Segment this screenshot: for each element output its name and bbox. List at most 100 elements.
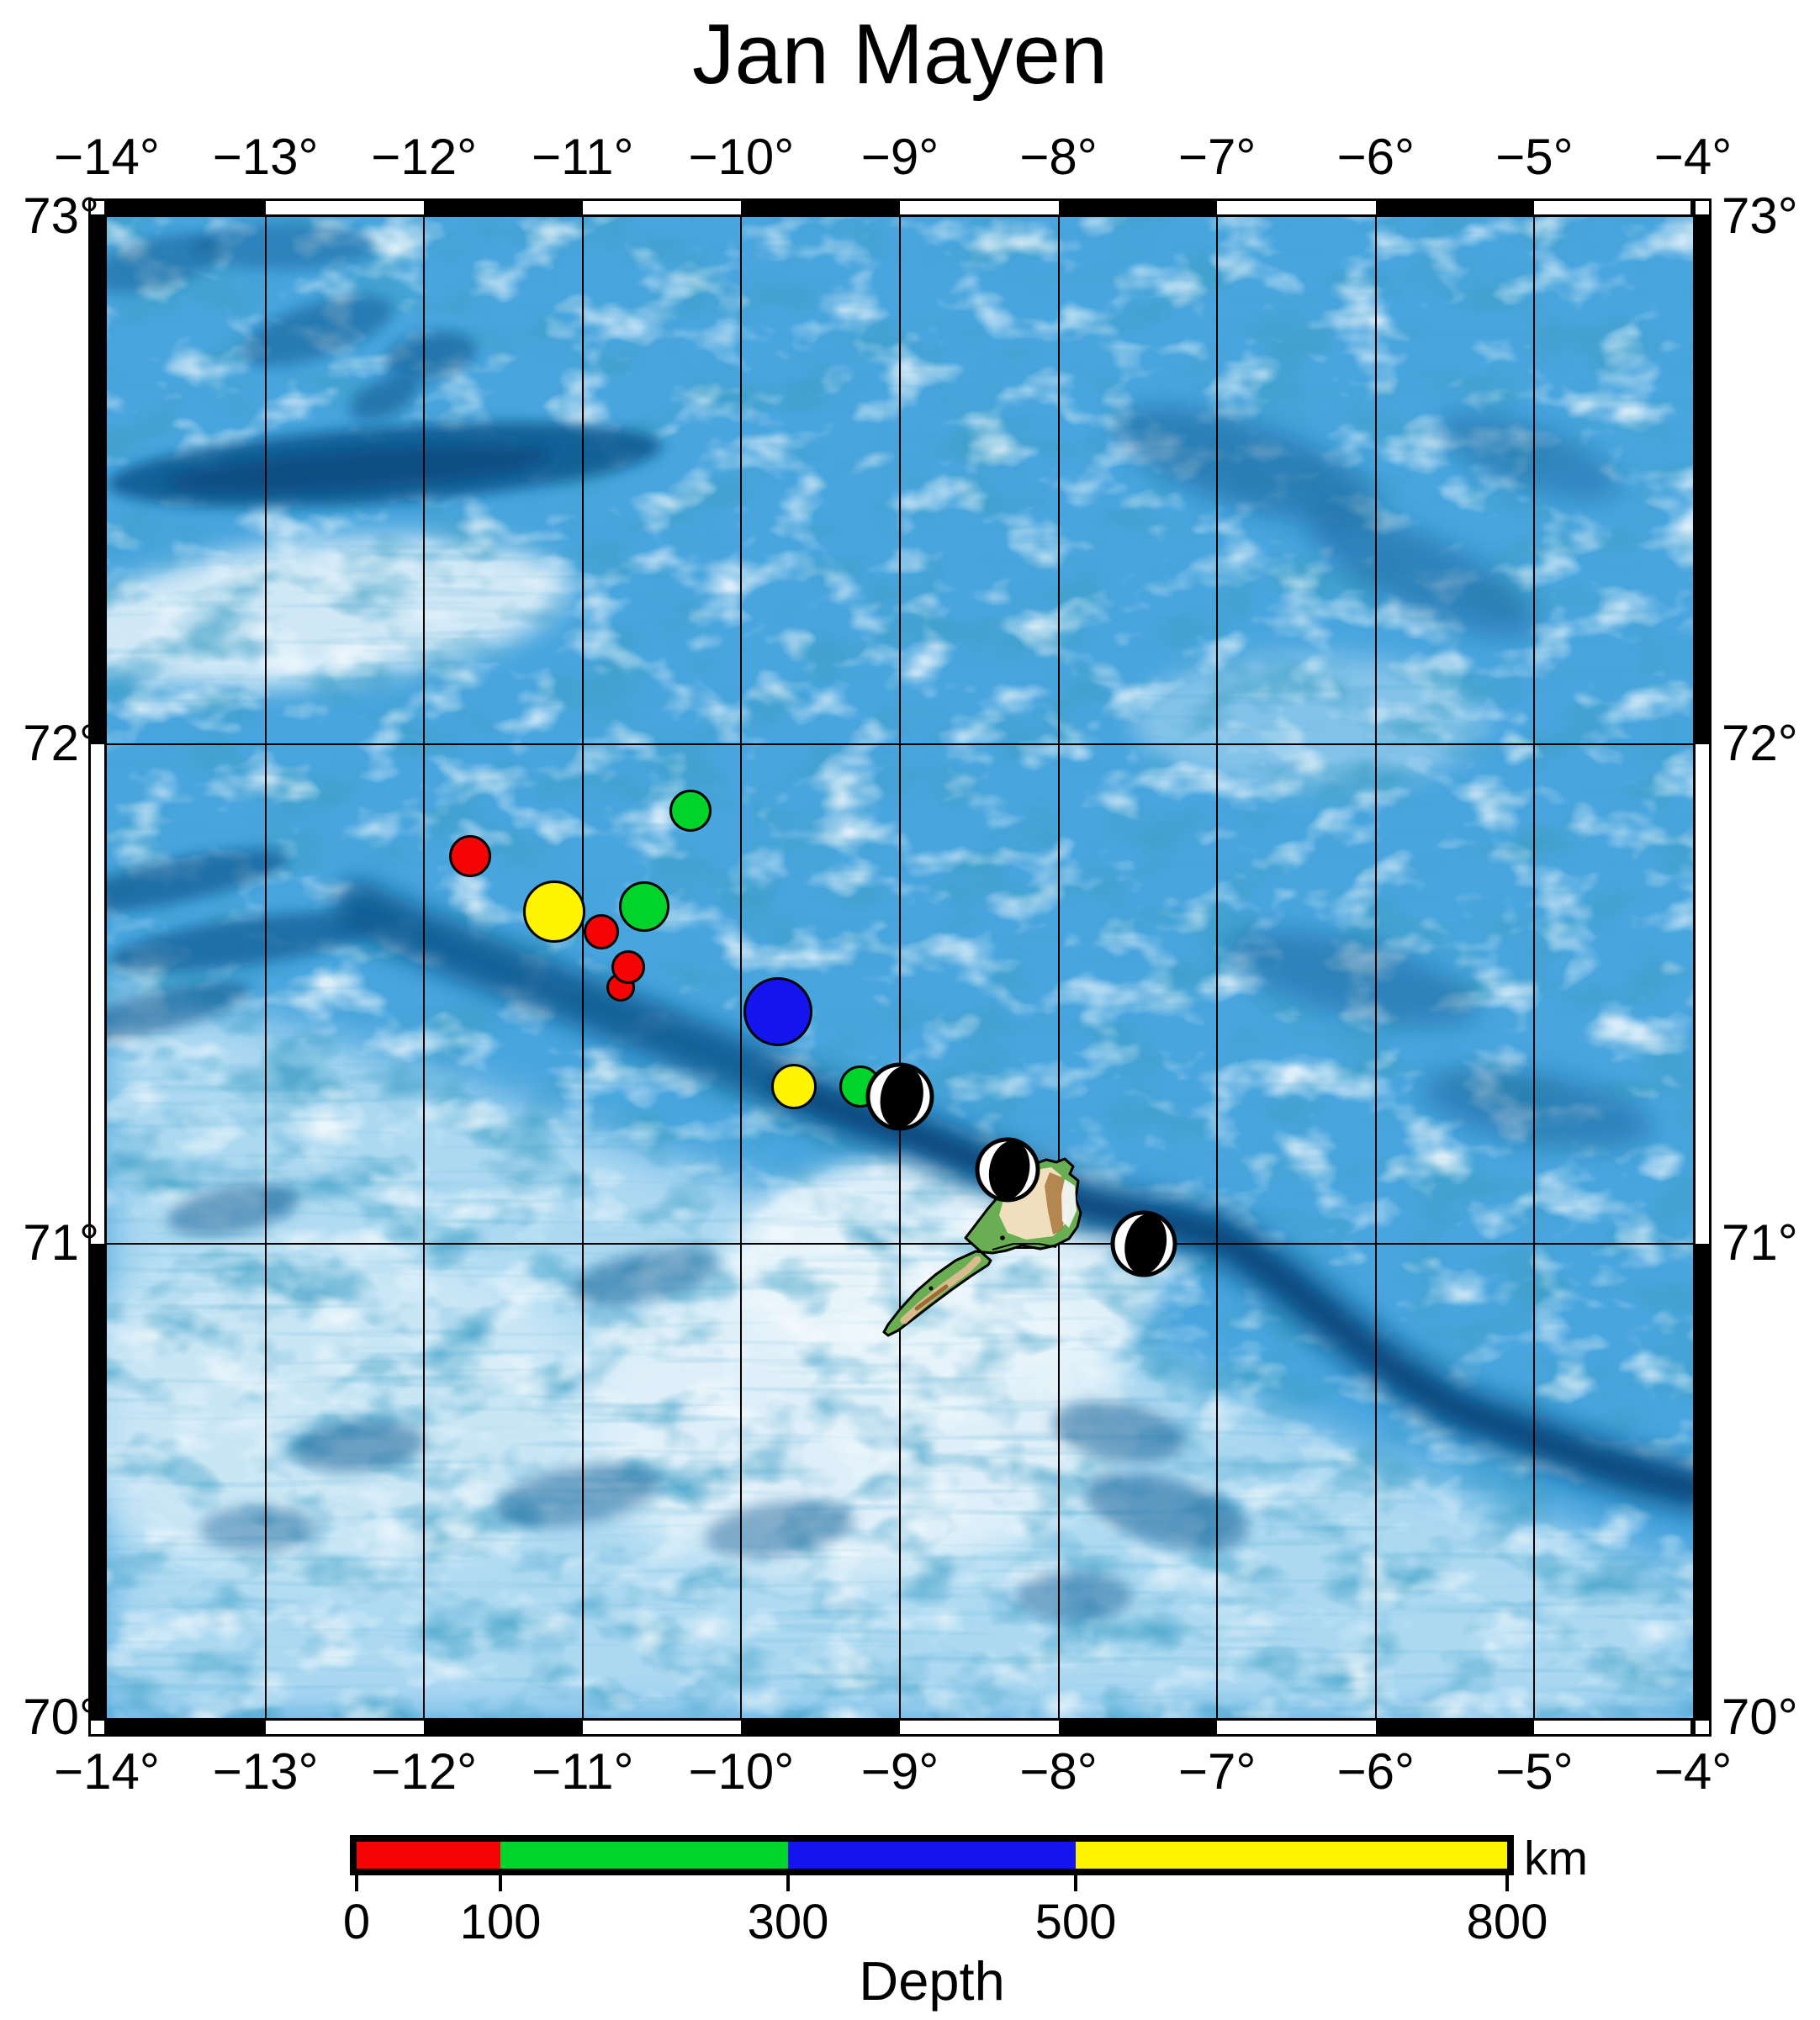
island-dot — [929, 1286, 934, 1291]
frame-band-segment — [107, 198, 266, 217]
lat-tick-label-right: 70° — [1722, 1689, 1798, 1745]
lon-tick-label-top: −4° — [1653, 129, 1733, 185]
frame-band-segment — [582, 198, 742, 217]
island-lagoon-outline-2 — [997, 1247, 1033, 1253]
frame-band-segment — [1693, 1243, 1712, 1718]
colorbar-segment — [357, 1842, 500, 1869]
frame-band-segment — [88, 743, 107, 1244]
frame-band-segment — [265, 1718, 425, 1737]
lon-tick-label-top: −7° — [1177, 129, 1257, 185]
frame-band-segment — [741, 198, 900, 217]
frame-band-segment — [1375, 1718, 1535, 1737]
frame-corner — [1693, 198, 1712, 217]
graticule-meridian — [423, 217, 426, 1718]
frame-band-segment — [1534, 198, 1693, 217]
colorbar-tick — [1074, 1875, 1077, 1891]
island-glacier — [1061, 1179, 1077, 1228]
lon-tick-label-top: −8° — [1019, 129, 1098, 185]
island-dot — [1000, 1235, 1005, 1240]
lon-tick-label-bottom: −7° — [1177, 1743, 1257, 1800]
frame-band-segment — [107, 1718, 266, 1737]
earthquake-epicenter — [743, 977, 812, 1047]
colorbar-tick-label: 300 — [747, 1895, 829, 1949]
lat-tick-label-left: 72° — [23, 714, 99, 771]
island-tail-brown — [914, 1284, 949, 1311]
graticule-meridian — [264, 217, 267, 1718]
earthquake-epicenter — [611, 949, 646, 984]
earthquake-epicenter — [522, 880, 585, 944]
lon-tick-label-top: −13° — [212, 129, 319, 185]
frame-band — [107, 198, 1693, 217]
frame-band-segment — [424, 198, 583, 217]
focal-mechanism-beachball — [1110, 1210, 1177, 1277]
frame-band-segment — [1217, 1718, 1376, 1737]
colorbar-tick — [786, 1875, 790, 1891]
frame-corner — [88, 1718, 107, 1737]
frame-band-segment — [1058, 198, 1218, 217]
frame-band — [88, 217, 107, 1718]
lon-tick-label-bottom: −6° — [1336, 1743, 1415, 1800]
lat-tick-label-right: 72° — [1722, 714, 1798, 771]
colorbar-tick — [1505, 1875, 1509, 1891]
lon-tick-label-top: −11° — [532, 129, 634, 185]
colorbar-tick-label: 800 — [1466, 1895, 1548, 1949]
colorbar-tick-label: 0 — [342, 1895, 371, 1949]
frame-band-segment — [899, 1718, 1059, 1737]
colorbar-segment — [1076, 1842, 1507, 1869]
frame-band-segment — [424, 1718, 583, 1737]
lat-tick-label-left: 70° — [23, 1689, 99, 1745]
colorbar-segment — [788, 1842, 1076, 1869]
lon-tick-label-top: −14° — [54, 129, 160, 185]
graticule — [107, 217, 1693, 1718]
depth-colorbar — [350, 1835, 1514, 1875]
colorbar-caption: Depth — [859, 1950, 1005, 2012]
frame-band — [107, 1718, 1693, 1737]
colorbar-segment — [500, 1842, 788, 1869]
frame-band-segment — [1693, 743, 1712, 1244]
graticule-parallel — [107, 1242, 1693, 1245]
lon-tick-label-bottom: −12° — [371, 1743, 478, 1800]
colorbar-tick-label: 500 — [1034, 1895, 1117, 1949]
frame-band-segment — [741, 1718, 900, 1737]
graticule-meridian — [740, 217, 743, 1718]
lon-tick-label-bottom: −8° — [1019, 1743, 1098, 1800]
frame-band-segment — [88, 217, 107, 744]
lon-tick-label-top: −6° — [1336, 129, 1415, 185]
frame-band-segment — [1217, 198, 1376, 217]
lon-tick-label-bottom: −4° — [1653, 1743, 1733, 1800]
lon-tick-label-bottom: −5° — [1495, 1743, 1574, 1800]
frame-band-segment — [1375, 198, 1535, 217]
lon-tick-label-bottom: −9° — [860, 1743, 939, 1800]
lat-tick-label-right: 71° — [1722, 1214, 1798, 1271]
map-canvas — [107, 217, 1693, 1718]
earthquake-epicenter — [584, 914, 620, 949]
lat-tick-label-right: 73° — [1722, 188, 1798, 244]
graticule-parallel — [107, 743, 1693, 745]
lon-tick-label-bottom: −11° — [532, 1743, 634, 1800]
graticule-meridian — [581, 217, 584, 1718]
lon-tick-label-top: −9° — [860, 129, 939, 185]
lon-tick-label-top: −5° — [1495, 129, 1574, 185]
lon-tick-label-bottom: −10° — [688, 1743, 795, 1800]
frame-band-segment — [88, 1243, 107, 1718]
colorbar-unit-label: km — [1524, 1832, 1588, 1885]
lon-tick-label-top: −12° — [371, 129, 478, 185]
focal-mechanism-beachball — [975, 1137, 1040, 1203]
frame-band-segment — [1534, 1718, 1693, 1737]
graticule-meridian — [1216, 217, 1219, 1718]
focal-mechanism-markers — [107, 217, 1693, 1718]
frame-band-segment — [1058, 1718, 1218, 1737]
lat-tick-label-left: 73° — [23, 188, 99, 244]
frame-band-segment — [265, 198, 425, 217]
frame-corner — [1693, 1718, 1712, 1737]
earthquake-epicenter — [619, 881, 670, 933]
colorbar-tick — [499, 1875, 502, 1891]
earthquake-epicenter — [770, 1063, 817, 1109]
map-title: Jan Mayen — [691, 8, 1108, 102]
colorbar-tick-label: 100 — [459, 1895, 542, 1949]
lon-tick-label-bottom: −13° — [212, 1743, 319, 1800]
earthquake-epicenter — [669, 789, 712, 832]
focal-mechanism-beachball — [865, 1062, 934, 1131]
graticule-meridian — [1374, 217, 1377, 1718]
